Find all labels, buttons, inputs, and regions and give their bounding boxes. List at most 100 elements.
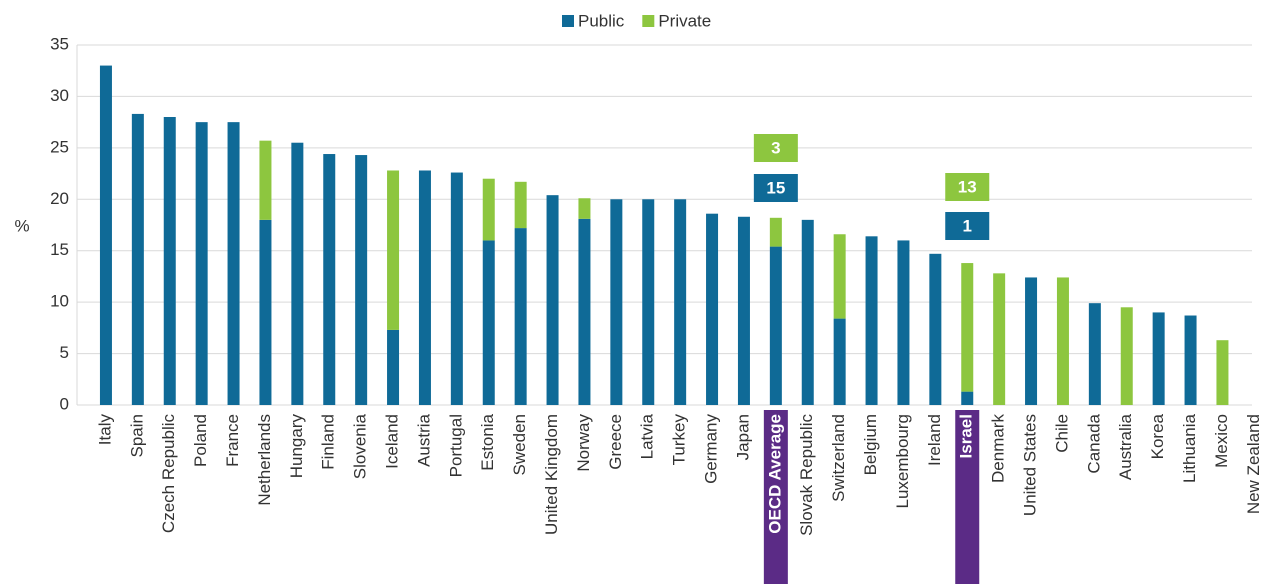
x-tick-label: Hungary (287, 414, 306, 479)
x-tick: Portugal (446, 414, 465, 477)
bar-segment (514, 181, 527, 229)
y-axis-label: % (14, 216, 29, 235)
bar-segment (546, 195, 559, 405)
x-tick-label: Japan (733, 414, 752, 460)
value-label-box (753, 134, 798, 162)
legend-label: Public (578, 11, 625, 30)
bar-segment (387, 329, 400, 405)
x-tick-label: Netherlands (255, 414, 274, 506)
x-tick-label: Latvia (638, 413, 657, 459)
bar-segment (578, 198, 591, 219)
y-tick-label: 20 (50, 189, 69, 208)
bar-segment (387, 170, 400, 330)
bar-segment (642, 199, 655, 405)
x-tick-label: France (223, 414, 242, 467)
bar-segment (1184, 315, 1197, 405)
x-tick: Chile (1052, 414, 1071, 453)
bar-segment (355, 155, 368, 405)
x-tick-label: Mexico (1212, 414, 1231, 468)
x-tick-label: Poland (191, 414, 210, 467)
x-tick: Denmark (989, 414, 1008, 483)
x-tick: Norway (574, 414, 593, 472)
bar-segment (833, 234, 846, 319)
x-tick: Slovenia (351, 413, 370, 479)
bar-segment (610, 199, 623, 405)
bar-segment (769, 217, 782, 247)
x-tick: Ireland (925, 414, 944, 466)
x-tick: Greece (606, 414, 625, 470)
y-tick-label: 35 (50, 34, 69, 53)
x-tick-label: Belgium (861, 414, 880, 475)
x-tick: Latvia (638, 413, 657, 459)
x-tick-label: Estonia (478, 413, 497, 470)
bar-segment (482, 240, 495, 405)
x-tick: New Zealand (1244, 414, 1263, 514)
value-label: 1 (963, 216, 972, 235)
legend-swatch (642, 15, 655, 27)
x-tick: OECD Average (763, 410, 788, 584)
y-tick-label: 25 (50, 137, 69, 156)
y-tick-label: 5 (60, 343, 69, 362)
bar-segment (578, 218, 591, 405)
value-label-box (753, 174, 798, 202)
bar-segment (961, 391, 974, 405)
x-tick: Lithuania (1180, 413, 1199, 483)
x-tick-label: Slovenia (351, 413, 370, 479)
bar-segment (929, 253, 942, 405)
x-tick-label: Canada (1084, 413, 1103, 473)
x-tick: Switzerland (829, 414, 848, 502)
x-tick: Slovak Republic (797, 414, 816, 536)
x-tick-label: Slovak Republic (797, 414, 816, 536)
x-tick-label: Luxembourg (893, 414, 912, 509)
x-tick-label: New Zealand (1244, 414, 1263, 514)
x-tick: Israel (955, 410, 980, 584)
legend-swatch (562, 15, 574, 27)
x-tick: Luxembourg (893, 414, 912, 509)
value-label: 3 (771, 138, 780, 157)
x-tick-label: OECD Average (765, 414, 784, 534)
bar-segment (195, 122, 208, 406)
x-tick: France (223, 414, 242, 467)
bar-segment (769, 246, 782, 405)
x-tick-label: Norway (574, 414, 593, 472)
x-tick: Spain (127, 414, 146, 457)
x-tick-label: Finland (319, 414, 338, 470)
bar-segment (897, 240, 910, 405)
x-tick-label: Austria (414, 413, 433, 466)
x-tick-label: United States (1021, 414, 1040, 516)
x-tick: Poland (191, 414, 210, 467)
x-tick: Belgium (861, 414, 880, 475)
bar-segment (993, 273, 1006, 405)
bar-segment (1216, 340, 1229, 405)
x-tick: Korea (1148, 413, 1167, 459)
value-label: 13 (958, 177, 977, 196)
bar-segment (737, 216, 750, 405)
x-tick-label: Lithuania (1180, 413, 1199, 483)
x-tick-label: Ireland (925, 414, 944, 466)
bar-segment (865, 236, 878, 405)
x-tick-label: Iceland (383, 414, 402, 469)
x-tick: United Kingdom (542, 414, 561, 535)
x-tick: Estonia (478, 413, 497, 470)
x-tick-label: Spain (127, 414, 146, 457)
x-tick: Germany (702, 414, 721, 484)
highlight-box (955, 410, 980, 584)
bar-segment (833, 318, 846, 405)
bar-segment (323, 154, 336, 405)
bar-segment (706, 213, 719, 405)
y-tick-label: 15 (50, 240, 69, 259)
x-tick: Austria (414, 413, 433, 466)
x-tick: Iceland (383, 414, 402, 469)
x-tick: Mexico (1212, 414, 1231, 468)
x-tick: Sweden (510, 414, 529, 475)
bar-segment (514, 228, 527, 405)
bar-segment (131, 113, 144, 406)
x-tick: United States (1021, 414, 1040, 516)
y-tick-label: 0 (60, 394, 69, 413)
x-tick: Italy (95, 414, 114, 446)
x-tick-label: Switzerland (829, 414, 848, 502)
x-tick-label: Sweden (510, 414, 529, 475)
x-tick-label: Portugal (446, 414, 465, 477)
x-tick: Finland (319, 414, 338, 470)
